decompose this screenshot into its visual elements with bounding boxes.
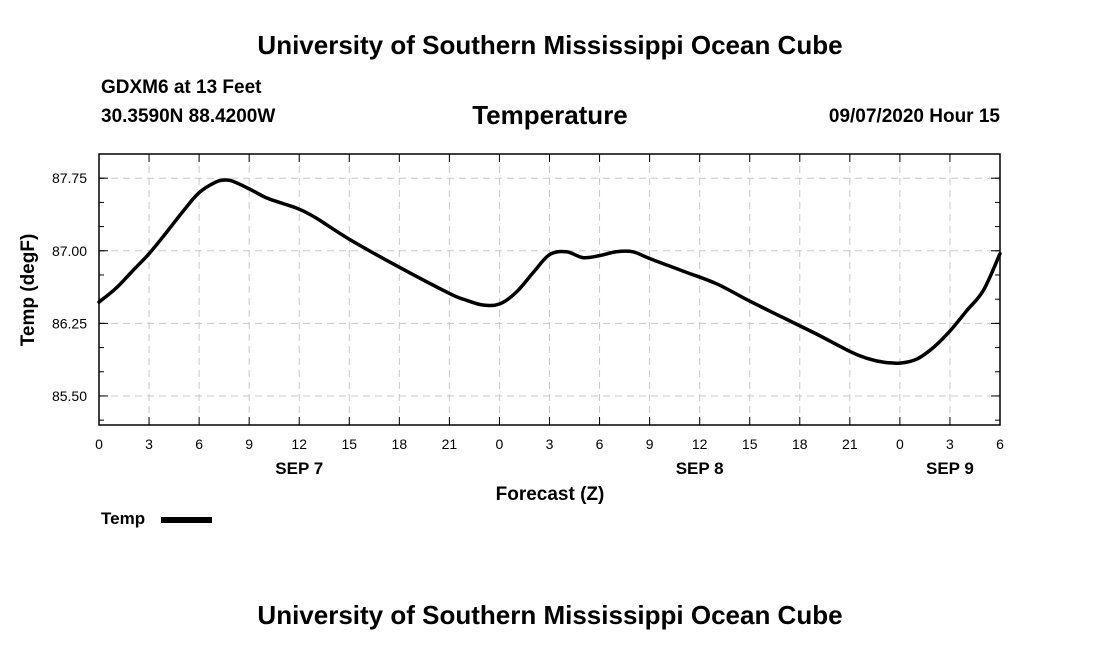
bottom-title: University of Southern Mississippi Ocean… (257, 600, 843, 630)
x-tick-label: 21 (442, 436, 458, 452)
y-axis-title: Temp (degF) (18, 234, 39, 347)
coordinates-label: 30.3590N 88.4200W (101, 106, 276, 127)
date-label: SEP 8 (676, 459, 724, 478)
x-tick-label: 18 (392, 436, 408, 452)
datetime-label: 09/07/2020 Hour 15 (828, 106, 1000, 127)
y-tick-label: 87.00 (52, 243, 87, 259)
legend-swatch (161, 517, 212, 523)
x-tick-label: 0 (95, 436, 103, 452)
chart-title: Temperature (472, 100, 628, 130)
y-tick-label: 87.75 (52, 170, 87, 186)
x-axis-title: Forecast (Z) (496, 484, 605, 505)
x-tick-label: 21 (842, 436, 858, 452)
top-title: University of Southern Mississippi Ocean… (257, 30, 843, 60)
axis-ticks (98, 153, 1001, 425)
axis-labels: 0 3 6 9 12 15 18 21 0 3 6 9 12 15 18 21 0 3 6 85.50 86.25 87.… (52, 170, 1004, 478)
date-label: SEP 9 (926, 459, 974, 478)
x-tick-label: 6 (596, 436, 604, 452)
x-tick-label: 6 (996, 436, 1004, 452)
y-tick-label: 86.25 (52, 315, 87, 331)
x-tick-label: 0 (896, 436, 904, 452)
grid-lines (99, 154, 1000, 425)
x-tick-label: 12 (291, 436, 307, 452)
station-label: GDXM6 at 13 Feet (101, 77, 262, 98)
x-tick-label: 15 (341, 436, 357, 452)
x-tick-label: 9 (646, 436, 654, 452)
plot-frame (98, 153, 1001, 426)
legend-label: Temp (101, 509, 146, 528)
x-tick-label: 3 (145, 436, 153, 452)
x-tick-label: 18 (792, 436, 808, 452)
x-tick-label: 9 (245, 436, 253, 452)
x-tick-label: 15 (742, 436, 758, 452)
x-tick-label: 3 (546, 436, 554, 452)
x-tick-label: 12 (692, 436, 708, 452)
temp-series-line (97, 178, 1002, 365)
date-label: SEP 7 (275, 459, 323, 478)
x-tick-label: 0 (496, 436, 504, 452)
x-tick-label: 3 (946, 436, 954, 452)
x-tick-label: 6 (195, 436, 203, 452)
y-tick-label: 85.50 (52, 388, 87, 404)
